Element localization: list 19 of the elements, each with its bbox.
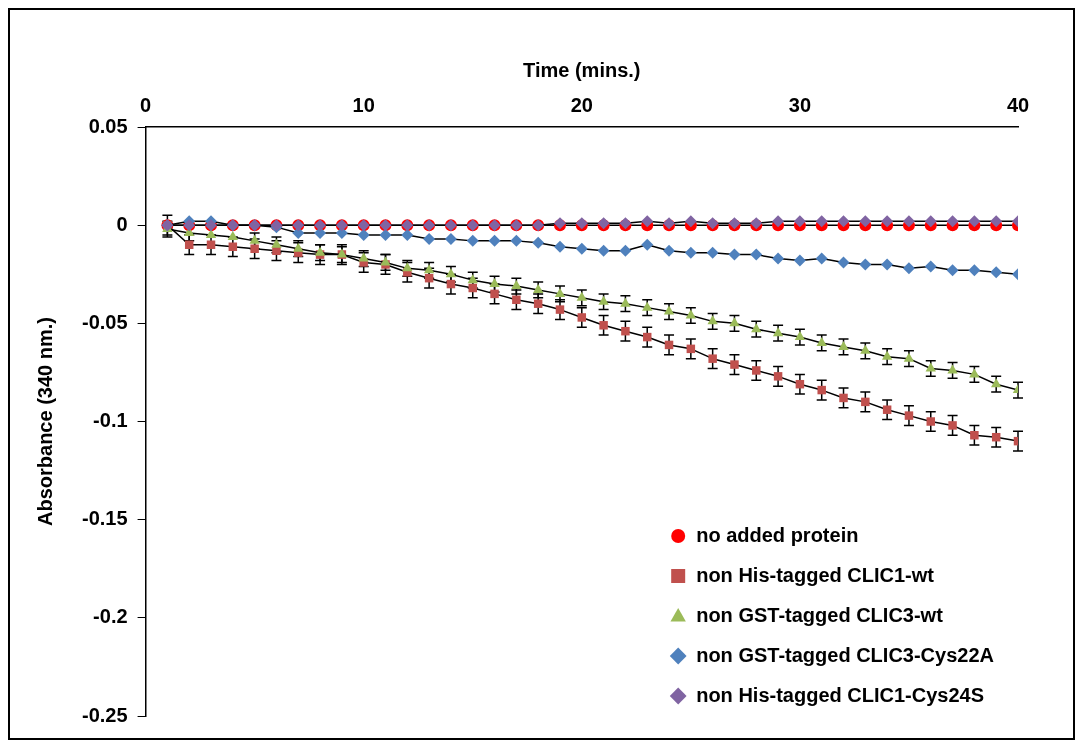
legend-label: non His-tagged CLIC1-wt bbox=[696, 563, 935, 586]
legend-label: no added protein bbox=[696, 523, 859, 546]
legend-label: non His-tagged CLIC1-Cys24S bbox=[696, 683, 985, 706]
x-axis-title: Time (mins.) bbox=[523, 58, 641, 81]
legend-label: non GST-tagged CLIC3-wt bbox=[696, 603, 944, 626]
x-tick-label: 30 bbox=[788, 93, 812, 116]
y-axis-title: Absorbance (340 nm.) bbox=[33, 317, 56, 526]
x-tick-label: 0 bbox=[140, 93, 152, 116]
x-tick-label: 20 bbox=[570, 93, 593, 116]
y-tick-label: -0.1 bbox=[93, 409, 128, 432]
y-tick-label: 0 bbox=[116, 212, 128, 235]
y-tick-label: -0.15 bbox=[81, 507, 128, 530]
x-tick-label: 10 bbox=[352, 93, 375, 116]
legend-label: non GST-tagged CLIC3-Cys22A bbox=[696, 643, 994, 666]
y-tick-label: -0.2 bbox=[93, 605, 128, 628]
x-tick-label: 40 bbox=[1006, 93, 1030, 116]
y-tick-label: 0.05 bbox=[88, 114, 128, 137]
y-tick-label: -0.05 bbox=[81, 310, 128, 333]
y-tick-label: -0.25 bbox=[81, 703, 128, 726]
